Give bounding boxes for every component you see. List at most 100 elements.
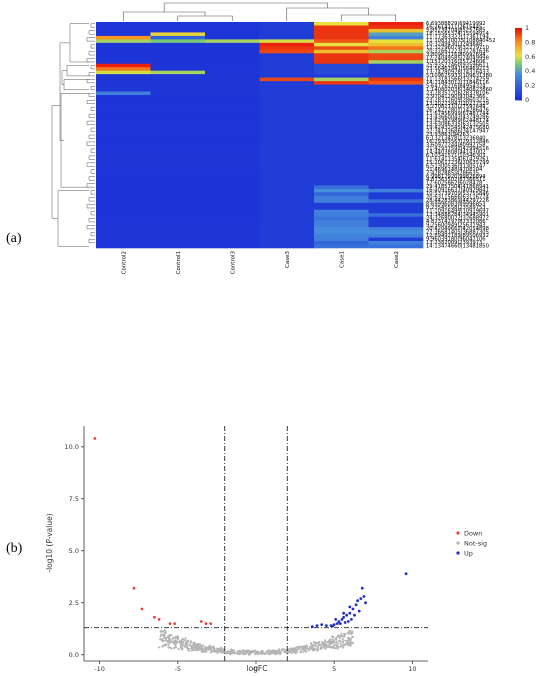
heatmap-cell <box>96 46 151 51</box>
notsig-point <box>165 636 168 640</box>
heatmap-cell <box>259 84 315 89</box>
colorbar-segment <box>515 44 522 47</box>
heatmap-row-label: 13:34888284|34945901 <box>426 212 489 218</box>
dendrogram-branch <box>88 113 95 118</box>
colorbar-segment <box>515 73 522 76</box>
heatmap-cell <box>314 84 369 89</box>
notsig-point <box>180 647 183 650</box>
notsig-point <box>347 632 351 635</box>
down-point <box>153 615 156 619</box>
notsig-point <box>215 647 218 650</box>
heatmap-cell <box>368 234 424 238</box>
heatmap-cell <box>205 35 260 40</box>
notsig-point <box>179 641 182 644</box>
notsig-point <box>167 643 170 647</box>
heatmap-cell <box>259 192 315 197</box>
notsig-point <box>340 634 343 638</box>
dendrogram-branch <box>86 120 95 125</box>
notsig-point <box>161 638 164 641</box>
notsig-point <box>158 646 161 649</box>
heatmap-cell <box>259 220 315 224</box>
heatmap-cell <box>96 220 151 224</box>
heatmap-cell <box>150 70 206 75</box>
heatmap-cell <box>205 213 260 218</box>
heatmap-cell <box>205 199 260 204</box>
notsig-point <box>236 650 239 653</box>
heatmap-cell <box>96 119 151 124</box>
heatmap-cell <box>205 84 260 89</box>
up-point <box>320 623 324 626</box>
heatmap-cell <box>205 67 260 71</box>
heatmap-cell <box>96 143 151 148</box>
heatmap-cell <box>314 81 369 85</box>
heatmap-cell <box>259 95 315 99</box>
heatmap-cell <box>205 133 260 138</box>
colorbar-segment <box>515 87 522 90</box>
heatmap-row-label: 21:42937592|42994516 <box>426 146 489 152</box>
heatmap-row-label: 28:44283869|44297226 <box>426 198 489 204</box>
heatmap-column-labels: Control2 Control1 Control3 Case3 Case1 Case2 <box>121 251 399 275</box>
dendrogram-branch <box>163 2 328 12</box>
heatmap-row-label: 18:15565374|15594914 <box>426 31 490 37</box>
notsig-point <box>219 649 222 652</box>
heatmap-cell <box>314 105 369 110</box>
heatmap-cell <box>314 112 369 117</box>
heatmap-cell <box>259 209 315 214</box>
notsig-point <box>165 643 168 646</box>
x-tick-label: 0 <box>254 665 258 673</box>
heatmap-cell <box>205 95 260 99</box>
heatmap-cell <box>96 209 151 214</box>
heatmap-cell <box>96 241 151 245</box>
heatmap-cell <box>96 22 151 26</box>
heatmap-row-label: 12:89492189|89506932 <box>426 233 489 239</box>
heatmap-cell <box>150 143 206 148</box>
heatmap-cell <box>205 88 260 92</box>
heatmap-cell <box>314 122 369 127</box>
heatmap-cell <box>205 32 260 37</box>
heatmap-row-label: 16:2614111|2615445 <box>426 24 482 30</box>
notsig-point <box>344 639 347 642</box>
heatmap-cell <box>205 223 260 228</box>
heatmap-cell <box>259 143 315 148</box>
heatmap-row-label: 11:10916499|10919697 <box>426 209 489 215</box>
notsig-point <box>271 652 274 655</box>
up-point <box>359 597 363 600</box>
heatmap-cell <box>96 115 151 120</box>
heatmap-cell <box>368 174 424 179</box>
heatmap-cell <box>205 143 260 148</box>
heatmap-cell <box>368 213 424 218</box>
heatmap-cell <box>96 108 151 113</box>
heatmap-cell <box>205 244 260 249</box>
colorbar-segment <box>515 80 522 83</box>
heatmap-cell <box>368 122 424 127</box>
heatmap-cell <box>96 192 151 197</box>
heatmap-cell <box>314 133 369 138</box>
heatmap-cell <box>368 171 424 176</box>
notsig-point <box>339 645 342 648</box>
notsig-point <box>275 651 278 655</box>
x-tick-label: -5 <box>175 665 181 673</box>
heatmap-cell <box>205 161 260 165</box>
heatmap-row-label: 13:74280928|74316433 <box>426 69 489 75</box>
panel-b-label: (b) <box>6 541 23 556</box>
heatmap-cell <box>205 98 260 103</box>
notsig-point <box>168 639 171 642</box>
heatmap-row-label: 6:99817920|99826894 <box>426 174 486 180</box>
heatmap-cell <box>314 230 369 235</box>
up-point <box>404 572 408 576</box>
heatmap-cell <box>259 227 315 231</box>
heatmap-cell <box>259 122 315 127</box>
notsig-point <box>332 639 335 642</box>
plot-area <box>84 426 428 661</box>
heatmap-cell <box>259 74 315 78</box>
heatmap-cell <box>96 112 151 117</box>
heatmap-row-label: 11:13181566|13274259 <box>426 76 489 82</box>
heatmap-cell <box>368 112 424 117</box>
heatmap-column-label: Control2 <box>121 251 127 274</box>
heatmap-column-label: Case1 <box>339 251 345 268</box>
up-point <box>356 599 359 603</box>
notsig-point <box>348 629 351 632</box>
dendrogram-branch <box>88 51 95 56</box>
notsig-point <box>314 644 317 647</box>
notsig-point <box>210 650 213 653</box>
